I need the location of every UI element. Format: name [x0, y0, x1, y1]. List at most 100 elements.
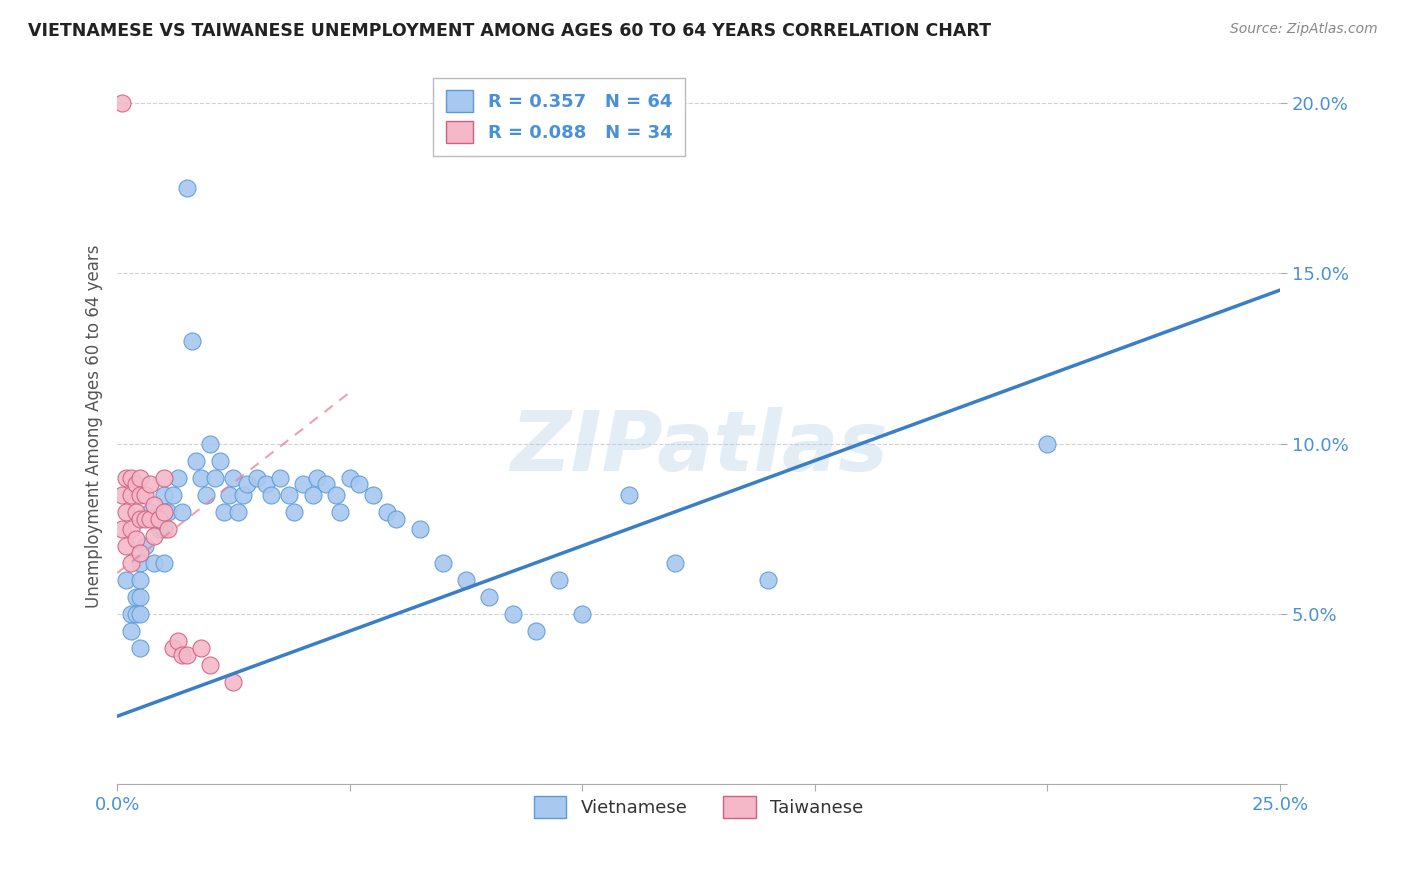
Point — [143, 528, 166, 542]
Point — [208, 453, 231, 467]
Point — [408, 522, 430, 536]
Point — [190, 641, 212, 656]
Point — [129, 607, 152, 621]
Point — [166, 470, 188, 484]
Point — [143, 556, 166, 570]
Point — [756, 573, 779, 587]
Point — [166, 634, 188, 648]
Point — [347, 477, 370, 491]
Point — [129, 488, 152, 502]
Point — [125, 607, 148, 621]
Point — [232, 488, 254, 502]
Point — [236, 477, 259, 491]
Point — [120, 470, 142, 484]
Point — [292, 477, 315, 491]
Point — [200, 658, 222, 673]
Point — [200, 436, 222, 450]
Point — [125, 532, 148, 546]
Point — [212, 505, 235, 519]
Point — [134, 539, 156, 553]
Point — [172, 648, 194, 662]
Point — [315, 477, 337, 491]
Point — [571, 607, 593, 621]
Point — [139, 505, 162, 519]
Point — [134, 511, 156, 525]
Point — [226, 505, 249, 519]
Text: VIETNAMESE VS TAIWANESE UNEMPLOYMENT AMONG AGES 60 TO 64 YEARS CORRELATION CHART: VIETNAMESE VS TAIWANESE UNEMPLOYMENT AMO… — [28, 22, 991, 40]
Point — [454, 573, 477, 587]
Point — [548, 573, 571, 587]
Text: Source: ZipAtlas.com: Source: ZipAtlas.com — [1230, 22, 1378, 37]
Point — [190, 470, 212, 484]
Point — [129, 556, 152, 570]
Point — [325, 488, 347, 502]
Point — [152, 488, 174, 502]
Point — [115, 539, 138, 553]
Point — [375, 505, 398, 519]
Point — [111, 95, 134, 110]
Point — [152, 470, 174, 484]
Point — [120, 624, 142, 638]
Point — [222, 470, 245, 484]
Point — [148, 522, 170, 536]
Point — [115, 505, 138, 519]
Point — [1036, 436, 1059, 450]
Point — [283, 505, 305, 519]
Point — [115, 470, 138, 484]
Point — [278, 488, 301, 502]
Point — [162, 488, 184, 502]
Point — [172, 505, 194, 519]
Point — [664, 556, 686, 570]
Point — [329, 505, 352, 519]
Point — [254, 477, 277, 491]
Point — [115, 573, 138, 587]
Point — [157, 522, 180, 536]
Point — [125, 590, 148, 604]
Point — [125, 477, 148, 491]
Point — [125, 505, 148, 519]
Point — [120, 488, 142, 502]
Point — [152, 522, 174, 536]
Point — [186, 453, 208, 467]
Point — [524, 624, 547, 638]
Point — [148, 511, 170, 525]
Point — [301, 488, 323, 502]
Point — [143, 498, 166, 512]
Point — [260, 488, 283, 502]
Point — [139, 477, 162, 491]
Point — [617, 488, 640, 502]
Point — [502, 607, 524, 621]
Point — [152, 556, 174, 570]
Point — [246, 470, 269, 484]
Point — [129, 590, 152, 604]
Point — [176, 181, 198, 195]
Point — [129, 470, 152, 484]
Point — [222, 675, 245, 690]
Point — [134, 488, 156, 502]
Legend: Vietnamese, Taiwanese: Vietnamese, Taiwanese — [526, 789, 870, 825]
Point — [218, 488, 240, 502]
Point — [120, 607, 142, 621]
Point — [176, 648, 198, 662]
Point — [152, 505, 174, 519]
Point — [269, 470, 291, 484]
Point — [129, 511, 152, 525]
Text: ZIPatlas: ZIPatlas — [509, 408, 887, 489]
Point — [139, 511, 162, 525]
Point — [361, 488, 384, 502]
Point — [194, 488, 217, 502]
Point — [339, 470, 361, 484]
Point — [120, 556, 142, 570]
Point — [385, 511, 408, 525]
Point — [180, 334, 202, 349]
Point — [120, 522, 142, 536]
Point — [432, 556, 454, 570]
Point — [129, 546, 152, 560]
Point — [129, 573, 152, 587]
Point — [162, 641, 184, 656]
Point — [157, 505, 180, 519]
Point — [111, 488, 134, 502]
Point — [129, 641, 152, 656]
Point — [307, 470, 329, 484]
Point — [204, 470, 226, 484]
